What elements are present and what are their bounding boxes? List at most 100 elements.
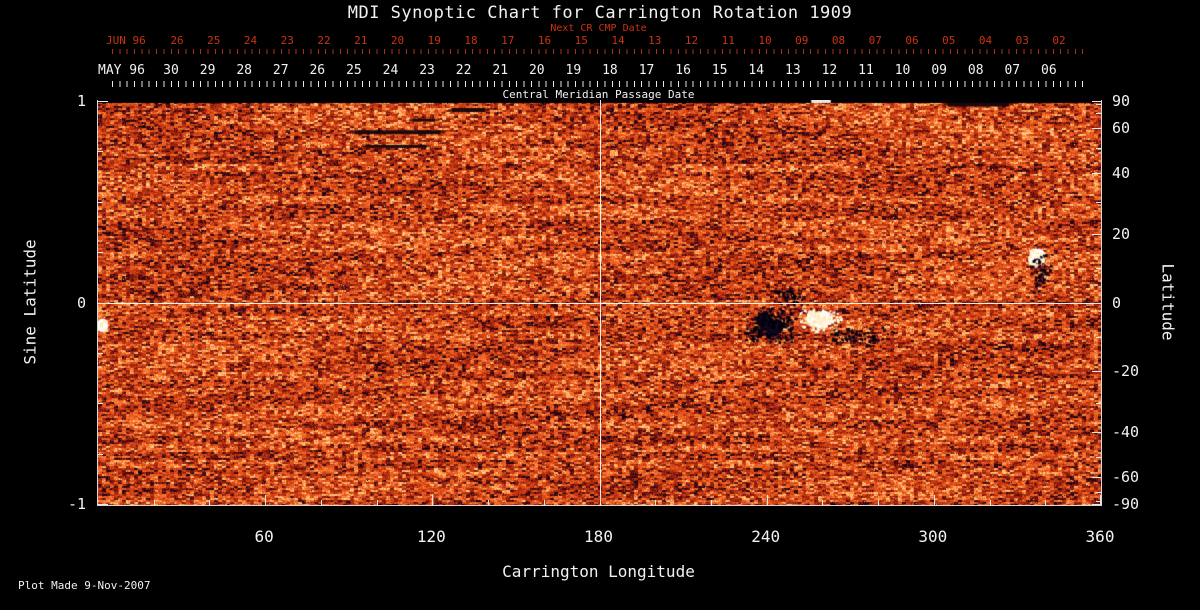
cmp-date-jun: 10 <box>758 34 772 47</box>
axis-tick <box>1096 104 1101 106</box>
axis-tick <box>933 495 935 505</box>
axis-tick <box>1092 233 1101 235</box>
jun-month-label: JUN 96 <box>106 34 146 47</box>
cmp-date-jun: 17 <box>501 34 515 47</box>
cmp-date-may: 11 <box>858 63 874 78</box>
axis-tick <box>1096 403 1101 405</box>
axis-tick <box>320 500 322 505</box>
right-axis-tick-label: 60 <box>1112 118 1131 137</box>
cmp-date-may: 29 <box>199 63 216 78</box>
axis-tick <box>1092 127 1101 129</box>
cmp-date-may: 16 <box>675 63 691 78</box>
axis-tick <box>98 101 108 102</box>
axis-tick <box>209 500 211 505</box>
axis-tick <box>265 495 267 505</box>
cmp-date-jun: 12 <box>684 34 699 47</box>
cmp-date-jun: 07 <box>868 34 882 47</box>
axis-tick <box>1096 456 1101 458</box>
cmp-date-may: 06 <box>1041 63 1057 78</box>
may-tick-marks <box>112 81 1084 87</box>
cmp-date-may: 22 <box>455 63 472 78</box>
cmp-date-may: 24 <box>382 63 399 78</box>
axis-tick <box>376 500 378 505</box>
x-axis-tick-label: 60 <box>254 527 274 546</box>
crosshair-vertical-180deg <box>600 100 601 505</box>
cmp-date-jun: 18 <box>464 34 478 47</box>
chart-title: MDI Synoptic Chart for Carrington Rotati… <box>347 3 853 23</box>
next-cr-cmp-label: Next CR CMP Date <box>550 23 647 34</box>
axis-tick <box>98 352 103 354</box>
axis-tick <box>98 302 108 304</box>
axis-tick <box>1096 267 1101 269</box>
axis-tick <box>1092 432 1101 434</box>
cmp-date-may: 09 <box>931 63 947 78</box>
axis-tick <box>1045 500 1047 505</box>
x-axis-tick-label: 120 <box>416 527 446 546</box>
axis-tick <box>878 500 880 505</box>
left-axis-title: Sine Latitude <box>20 239 40 365</box>
cmp-date-may: 17 <box>638 63 655 78</box>
x-axis-tick-label: 180 <box>584 527 613 546</box>
plot-made-note: Plot Made 9-Nov-2007 <box>18 579 151 592</box>
x-axis-tick-label: 240 <box>751 527 781 546</box>
right-axis-tick-label: 90 <box>1112 92 1131 110</box>
cmp-date-may: 08 <box>967 63 984 78</box>
cmp-date-may: 27 <box>272 63 289 78</box>
cmp-date-may: 26 <box>309 63 326 78</box>
cmp-date-jun: 11 <box>721 34 735 47</box>
cmp-date-jun: 20 <box>390 34 405 47</box>
cmp-date-jun: 09 <box>795 34 809 47</box>
axis-tick <box>1092 504 1101 505</box>
cmp-date-axis-label: Central Meridian Passage Date <box>502 88 695 101</box>
x-axis-title: Carrington Longitude <box>502 562 695 581</box>
axis-tick <box>1092 302 1101 304</box>
cmp-date-may: 21 <box>492 63 509 78</box>
axis-tick <box>1092 371 1101 373</box>
jun-tick-marks <box>112 49 1084 54</box>
axis-tick <box>1096 113 1101 115</box>
cmp-date-may: 12 <box>821 63 838 78</box>
cmp-date-may: 10 <box>894 63 911 78</box>
left-axis-tick-label: -1 <box>67 495 86 513</box>
cmp-date-may: 07 <box>1004 63 1021 78</box>
x-axis-tick-label: 300 <box>918 527 948 546</box>
axis-tick <box>1100 495 1101 505</box>
cmp-date-jun: 14 <box>611 34 625 47</box>
axis-tick <box>989 500 991 505</box>
axis-tick <box>655 500 657 505</box>
axis-tick <box>98 252 103 254</box>
right-axis-tick-label: -60 <box>1112 468 1140 486</box>
axis-tick <box>153 500 155 505</box>
cmp-date-may: 15 <box>711 63 728 78</box>
axis-tick <box>98 201 103 203</box>
cmp-date-may: 25 <box>346 63 362 78</box>
cmp-date-jun: 16 <box>537 34 552 47</box>
magnetogram-canvas <box>98 100 1101 505</box>
cmp-date-may: 13 <box>785 63 801 78</box>
axis-tick <box>98 403 103 405</box>
left-axis-tick-label: 0 <box>76 293 86 312</box>
axis-tick <box>1096 337 1101 339</box>
x-axis-tick-labels: 60 120 180 240 300 360 <box>0 527 1200 549</box>
cmp-date-jun: 21 <box>354 34 368 47</box>
cmp-date-jun: 13 <box>648 34 662 47</box>
axis-tick <box>488 500 490 505</box>
axis-tick <box>98 504 108 505</box>
right-axis-tick-label: 40 <box>1112 163 1131 182</box>
cmp-date-may: 18 <box>602 63 618 78</box>
axis-tick <box>599 495 601 505</box>
crosshair-horizontal-equator <box>98 303 1101 304</box>
cmp-date-jun: 06 <box>905 34 919 47</box>
axis-tick <box>432 495 434 505</box>
cmp-date-jun: 22 <box>317 34 331 47</box>
cmp-date-jun: 02 <box>1052 34 1066 47</box>
cmp-date-jun: 24 <box>243 34 258 47</box>
right-axis-tick-label: -90 <box>1112 495 1140 513</box>
right-axis-tick-label: -20 <box>1112 362 1140 381</box>
cmp-date-jun: 03 <box>1015 34 1029 47</box>
right-axis-tick-label: -40 <box>1112 423 1140 442</box>
cmp-date-jun: 05 <box>942 34 956 47</box>
axis-tick <box>98 151 103 153</box>
cmp-date-jun: 19 <box>427 34 441 47</box>
